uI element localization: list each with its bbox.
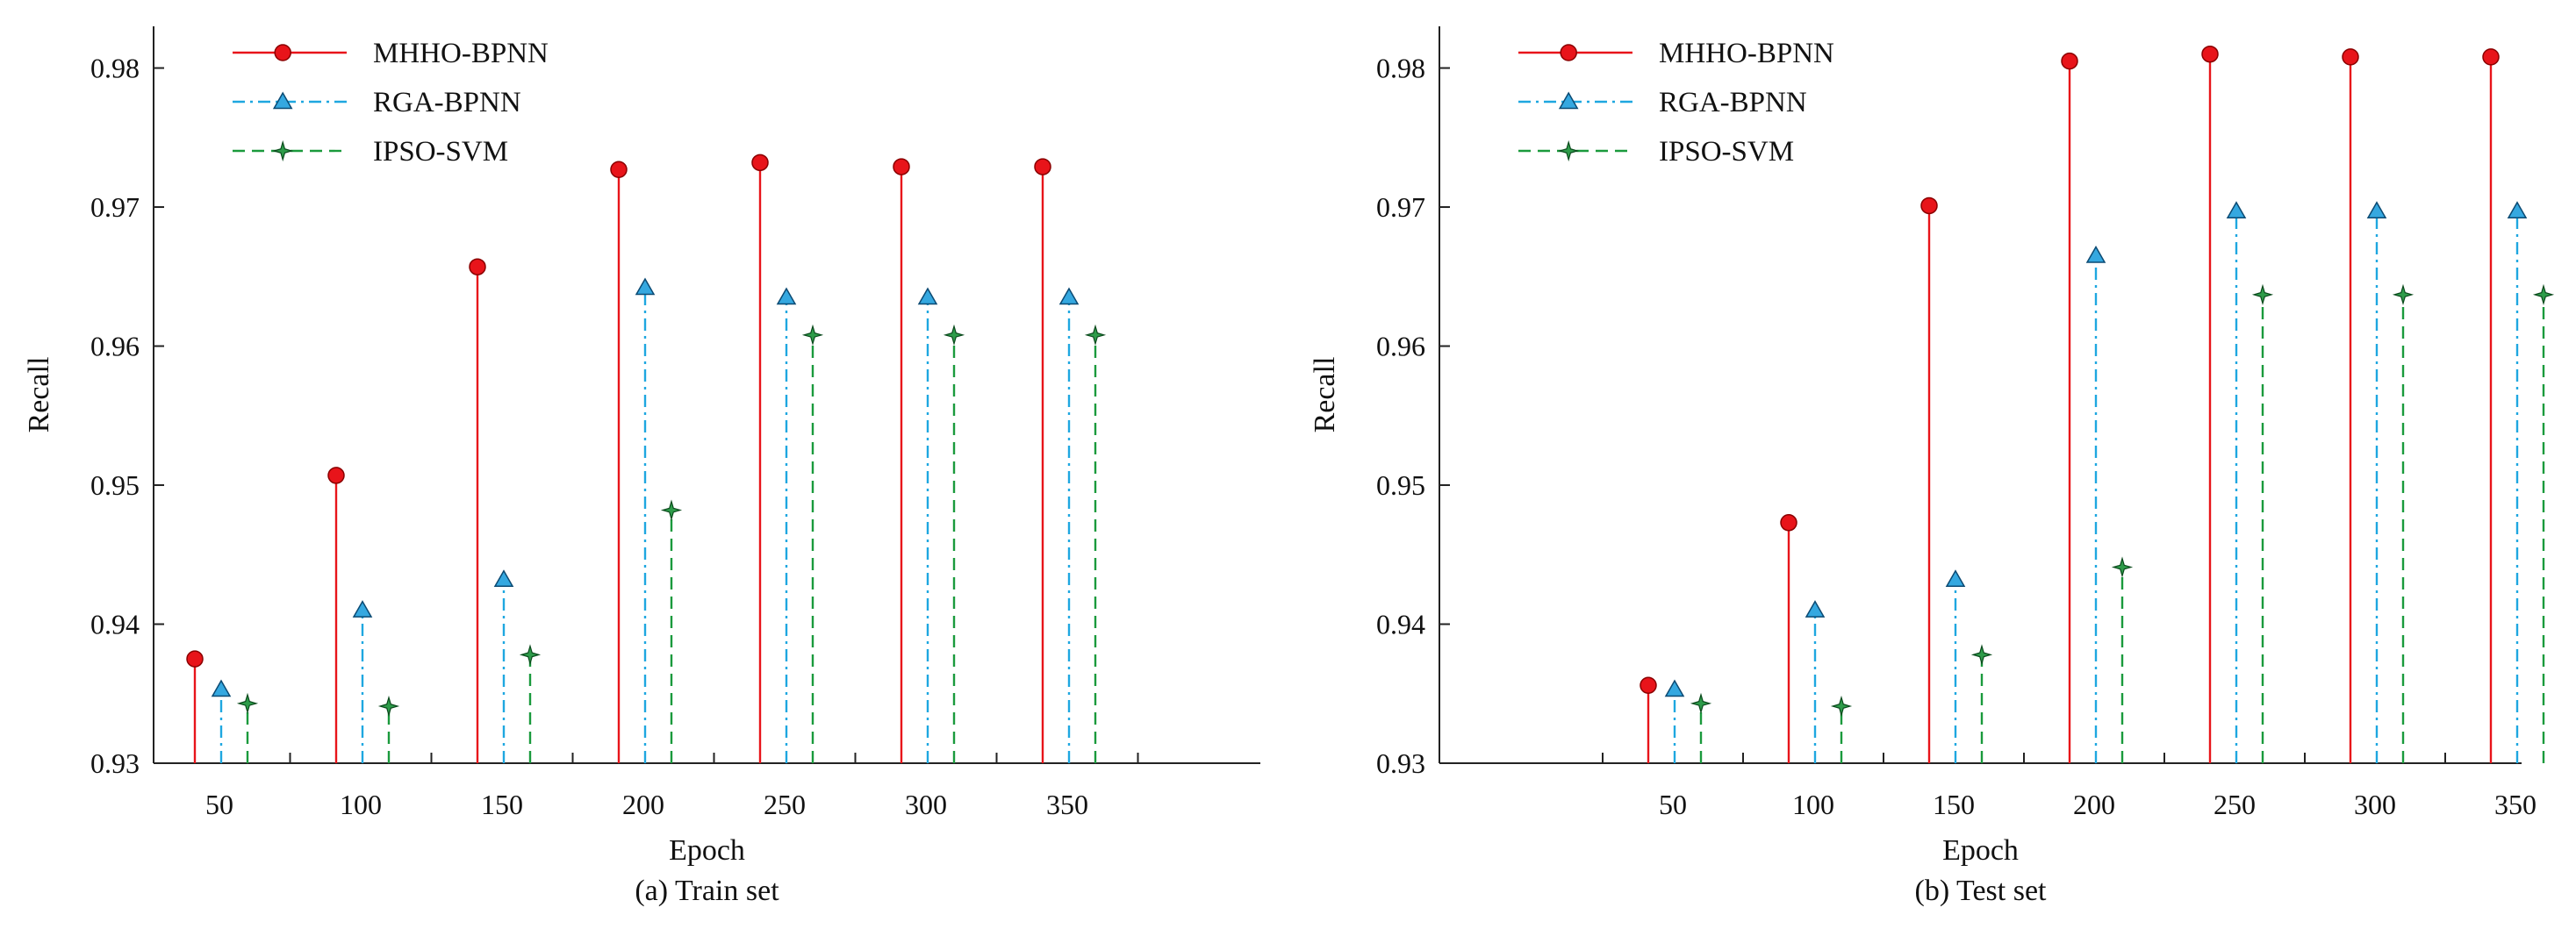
x-tick-label: 100 — [340, 789, 382, 820]
x-tick-label: 250 — [2214, 789, 2256, 820]
stem-marker — [2392, 283, 2415, 306]
y-axis-title: Recall — [1309, 357, 1341, 433]
panel-caption: (b) Test set — [1915, 875, 2048, 907]
x-tick-label: 300 — [905, 789, 947, 820]
stem-marker — [1084, 324, 1107, 346]
stem-marker — [776, 287, 797, 305]
stem-marker — [2507, 201, 2528, 219]
stem-marker — [2482, 48, 2500, 66]
stem-marker — [2061, 52, 2078, 70]
legend-label: MHHO-BPNN — [373, 38, 549, 69]
series-rga-bpnn — [1664, 201, 2528, 763]
stem-marker — [2201, 45, 2219, 63]
legend-marker — [274, 44, 291, 61]
stem-marker — [2342, 48, 2359, 66]
stem-marker — [377, 695, 400, 718]
x-axis-title: Epoch — [1942, 834, 2019, 867]
legend-marker — [1558, 91, 1579, 110]
legend: MHHO-BPNN RGA-BPNN IPSO-SVM — [1518, 38, 1834, 168]
stem-marker — [1640, 676, 1657, 694]
stem-marker — [1664, 679, 1685, 697]
stem-marker — [2251, 283, 2274, 306]
y-tick-label: 0.93 — [90, 747, 140, 779]
legend-marker — [272, 91, 293, 110]
x-tick-label: 200 — [2073, 789, 2115, 820]
x-tick-label: 50 — [1659, 789, 1687, 820]
stem-marker — [2111, 556, 2134, 578]
stem-marker — [1780, 514, 1797, 532]
y-tick-label: 0.93 — [1376, 747, 1425, 779]
x-tick-label: 350 — [2494, 789, 2537, 820]
series-ipso-svm — [236, 324, 1107, 763]
chart-panel-0: 0.93 0.94 0.95 0.96 0.97 0.98 50 100 150 200 250 30… — [23, 26, 1260, 907]
y-tick-label: 0.97 — [1376, 191, 1425, 223]
stem-marker — [1058, 287, 1080, 305]
legend-label: RGA-BPNN — [1659, 87, 1807, 118]
y-tick-label: 0.96 — [90, 331, 140, 362]
stem-marker — [1945, 569, 1966, 588]
stem-marker — [519, 644, 542, 666]
series-rga-bpnn — [211, 277, 1080, 763]
stem-marker — [1970, 644, 1993, 666]
y-tick-label: 0.94 — [1376, 609, 1425, 640]
stem-marker — [236, 692, 259, 714]
x-tick-label: 150 — [1933, 789, 1975, 820]
y-tick-label: 0.95 — [1376, 469, 1425, 501]
stem-marker — [211, 679, 232, 697]
stem-marker — [186, 650, 204, 668]
x-tick-label: 50 — [205, 789, 233, 820]
y-tick-label: 0.97 — [90, 191, 140, 223]
x-tick-label: 100 — [1792, 789, 1834, 820]
x-tick-label: 350 — [1046, 789, 1088, 820]
y-tick-label: 0.95 — [90, 469, 140, 501]
legend-marker — [1558, 139, 1580, 162]
legend-marker — [1560, 44, 1577, 61]
x-tick-label: 300 — [2354, 789, 2396, 820]
legend-label: MHHO-BPNN — [1659, 38, 1834, 69]
stem-marker — [1690, 692, 1712, 714]
x-tick-label: 200 — [622, 789, 664, 820]
y-tick-label: 0.98 — [1376, 53, 1425, 84]
stem-marker — [2085, 245, 2106, 263]
stem-marker — [1830, 695, 1853, 718]
stem-marker — [2532, 283, 2555, 306]
stem-marker — [751, 154, 769, 172]
legend-label: IPSO-SVM — [373, 136, 508, 168]
stem-marker — [1920, 197, 1938, 215]
stem-marker — [635, 277, 656, 296]
stem-marker — [801, 324, 824, 346]
x-tick-label: 150 — [481, 789, 523, 820]
legend-marker — [272, 139, 294, 162]
chart-panel-1: 0.93 0.94 0.95 0.96 0.97 0.98 50 100 150 200 250 30… — [1309, 26, 2555, 907]
stem-marker — [327, 467, 345, 484]
stem-marker — [1805, 600, 1826, 618]
stem-marker — [2226, 201, 2247, 219]
stem-marker — [2366, 201, 2387, 219]
x-axis-title: Epoch — [669, 834, 745, 867]
series-mhho-bpnn — [186, 154, 1051, 763]
stem-marker — [917, 287, 938, 305]
stem-marker — [893, 158, 910, 175]
stem-marker — [943, 324, 965, 346]
legend-label: RGA-BPNN — [373, 87, 521, 118]
y-tick-label: 0.94 — [90, 609, 140, 640]
stem-marker — [610, 161, 628, 178]
stem-marker — [660, 499, 683, 521]
series-ipso-svm — [1690, 283, 2555, 763]
stem-marker — [469, 258, 486, 275]
stem-marker — [352, 600, 373, 618]
y-tick-label: 0.98 — [90, 53, 140, 84]
y-tick-label: 0.96 — [1376, 331, 1425, 362]
y-axis-title: Recall — [23, 357, 55, 433]
stem-marker — [1034, 158, 1051, 175]
stem-marker — [493, 569, 514, 588]
legend-label: IPSO-SVM — [1659, 136, 1794, 168]
x-tick-label: 250 — [764, 789, 806, 820]
legend: MHHO-BPNN RGA-BPNN IPSO-SVM — [233, 38, 549, 168]
series-mhho-bpnn — [1640, 45, 2500, 763]
panel-caption: (a) Train set — [635, 875, 779, 907]
